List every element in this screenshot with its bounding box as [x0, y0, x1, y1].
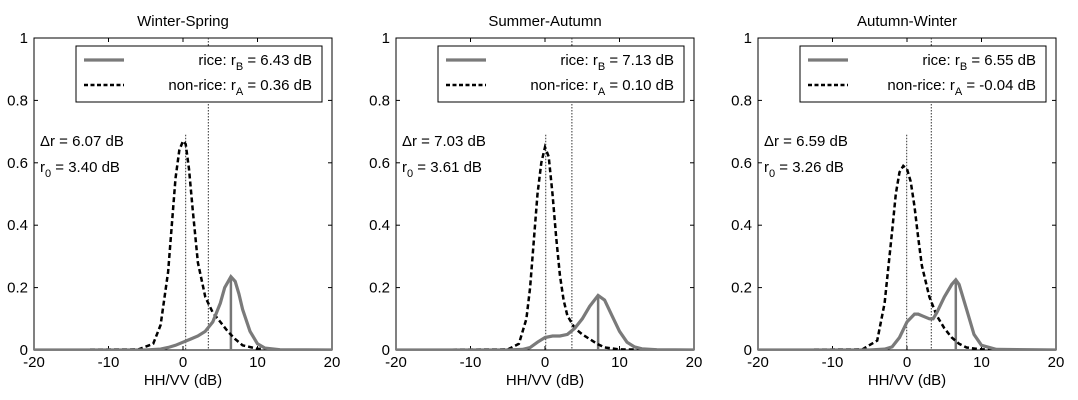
- y-tick-label: 0.6: [7, 155, 28, 172]
- y-tick-label: 0.4: [731, 217, 752, 234]
- legend-item: rice: rB = 6.43 dB: [198, 52, 312, 73]
- x-tick-label: 10: [249, 354, 266, 371]
- y-tick-label: 0.2: [369, 280, 390, 297]
- x-tick-label: -10: [822, 354, 844, 371]
- x-tick-label: 0: [179, 354, 187, 371]
- y-tick-label: 0: [744, 342, 752, 359]
- x-tick-label: 20: [1048, 354, 1065, 371]
- y-tick-label: 0.8: [7, 92, 28, 109]
- legend-item: non-rice: rA = 0.10 dB: [530, 77, 674, 98]
- chart-title: Autumn-Winter: [857, 13, 957, 30]
- y-tick-label: 0.2: [731, 280, 752, 297]
- legend-box: [799, 45, 1047, 103]
- legend-box: [437, 45, 685, 103]
- legend-item: rice: rB = 7.13 dB: [560, 52, 674, 73]
- legend-item: rice: rB = 6.55 dB: [922, 52, 1036, 73]
- legend-item: non-rice: rA = 0.36 dB: [168, 77, 312, 98]
- x-axis-label: HH/VV (dB): [868, 372, 946, 389]
- series-line-rice: [758, 277, 1056, 350]
- x-tick-label: 10: [611, 354, 628, 371]
- chart-title: Winter-Spring: [137, 13, 229, 30]
- annotation: r0 = 3.26 dB: [764, 159, 844, 180]
- chart-title: Summer-Autumn: [488, 13, 601, 30]
- x-tick-label: 20: [324, 354, 341, 371]
- x-tick-label: 0: [903, 354, 911, 371]
- annotation: r0 = 3.61 dB: [402, 159, 482, 180]
- y-tick-label: 0.4: [369, 217, 390, 234]
- x-axis-label: HH/VV (dB): [144, 372, 222, 389]
- series-line-non-rice: [396, 143, 694, 350]
- y-tick-label: 0: [382, 342, 390, 359]
- x-axis-label: HH/VV (dB): [506, 372, 584, 389]
- x-tick-label: -20: [747, 354, 769, 371]
- chart-panel-2: Summer-Autumn -20 -10 0 10 20 0 0.2 0.4 0.6 0.8 1 HH…: [369, 13, 702, 389]
- annotation: Δr = 7.03 dB: [402, 133, 486, 150]
- x-tick-label: 10: [973, 354, 990, 371]
- x-tick-label: -20: [23, 354, 45, 371]
- annotation: r0 = 3.40 dB: [40, 159, 120, 180]
- y-tick-label: 0.4: [7, 217, 28, 234]
- y-tick-label: 1: [20, 30, 28, 47]
- x-tick-label: -10: [460, 354, 482, 371]
- x-tick-label: 0: [541, 354, 549, 371]
- legend-box: [75, 45, 323, 103]
- chart-panel-3: Autumn-Winter -20 -10 0 10 20 0 0.2 0.4 0.6 0.8 1 HH…: [731, 13, 1064, 389]
- x-tick-label: -20: [385, 354, 407, 371]
- series-line-rice: [34, 273, 332, 350]
- y-tick-label: 0.8: [731, 92, 752, 109]
- y-tick-label: 0.8: [369, 92, 390, 109]
- annotation: Δr = 6.59 dB: [764, 133, 848, 150]
- x-tick-label: -10: [98, 354, 120, 371]
- y-tick-label: 1: [382, 30, 390, 47]
- y-tick-label: 0.6: [369, 155, 390, 172]
- y-tick-label: 0.2: [7, 280, 28, 297]
- y-tick-label: 0: [20, 342, 28, 359]
- legend-item: non-rice: rA = -0.04 dB: [887, 77, 1036, 98]
- y-tick-label: 0.6: [731, 155, 752, 172]
- series-line-rice: [396, 293, 694, 350]
- chart-panel-1: Winter-Spring -20 -10 0 10 20 0 0.2 0.4 0.6 0.8 1 HH…: [7, 13, 340, 389]
- y-tick-label: 1: [744, 30, 752, 47]
- x-tick-label: 20: [686, 354, 703, 371]
- annotation: Δr = 6.07 dB: [40, 133, 124, 150]
